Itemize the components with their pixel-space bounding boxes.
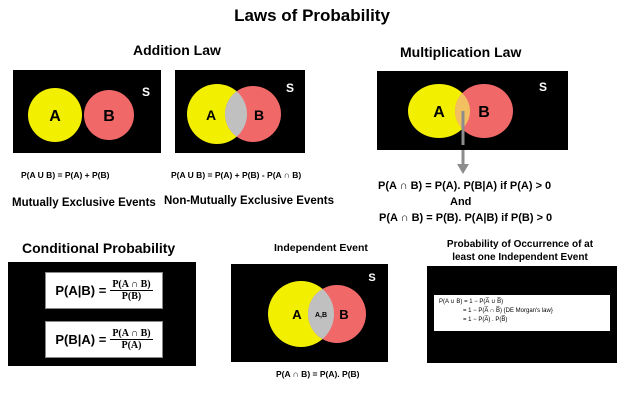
circle-b	[455, 84, 513, 138]
label-s: S	[539, 80, 547, 94]
conditional-probability-heading: Conditional Probability	[22, 240, 176, 256]
multiplication-and: And	[450, 196, 472, 208]
equation-lhs: P(A|B) =	[55, 283, 107, 298]
venn-independent-svg: A A,B B S	[268, 272, 376, 347]
numerator: P(A ∩ B)	[110, 279, 153, 291]
addition-law-heading: Addition Law	[133, 42, 221, 58]
venn-multiplication: A B S	[377, 71, 568, 150]
label-b: B	[478, 104, 490, 121]
page-title: Laws of Probability	[234, 6, 390, 25]
label-b: B	[254, 107, 264, 123]
label-ab: A,B	[315, 312, 327, 319]
occurrence-panel: P(A ∪ B) = 1 − P(A̅ ∪ B̅) = 1 − P(A̅ ∩ B…	[427, 266, 617, 363]
circle-a	[28, 88, 82, 142]
label-a: A	[206, 107, 216, 123]
venn-non-mutually-exclusive: A B S	[175, 70, 305, 153]
conditional-probability-panel: P(A|B) = P(A ∩ B) P(B) P(B|A) = P(A ∩ B)…	[8, 262, 196, 366]
denominator: P(B)	[121, 291, 142, 302]
label-b: B	[103, 108, 115, 125]
label-b: B	[339, 307, 348, 322]
addition-formula-non-exclusive: P(A U B) = P(A) + P(B) - P(A ∩ B)	[171, 170, 302, 180]
conditional-equation-1: P(A|B) = P(A ∩ B) P(B)	[45, 272, 163, 309]
fraction: P(A ∩ B) P(A)	[110, 328, 153, 351]
occurrence-heading-line-1: Probability of Occurrence of at	[446, 239, 594, 250]
occurrence-heading: Probability of Occurrence of at least on…	[422, 238, 618, 264]
independent-formula: P(A ∩ B) = P(A). P(B)	[276, 369, 360, 379]
arrow-down-icon	[457, 150, 469, 174]
venn-mutually-exclusive-svg: A B S	[28, 85, 150, 142]
label-a: A	[433, 104, 445, 121]
occurrence-proof: P(A ∪ B) = 1 − P(A̅ ∪ B̅) = 1 − P(A̅ ∩ B…	[434, 295, 610, 331]
label-s: S	[368, 272, 375, 284]
multiplication-law-heading: Multiplication Law	[400, 44, 522, 60]
intersection-region	[308, 285, 334, 343]
denominator: P(A)	[121, 340, 142, 351]
caption-non-mutually-exclusive: Non-Mutually Exclusive Events	[164, 195, 334, 207]
fraction: P(A ∩ B) P(B)	[110, 279, 153, 302]
venn-non-mutually-exclusive-svg: A B S	[187, 81, 294, 144]
label-a: A	[49, 108, 61, 125]
label-s: S	[286, 81, 294, 95]
multiplication-formula-2: P(A ∩ B) = P(B). P(A|B) if P(B) > 0	[379, 212, 553, 224]
proof-line-3: = 1 − P(A̅) . P(B̅)	[463, 317, 508, 323]
caption-mutually-exclusive: Mutually Exclusive Events	[12, 197, 156, 209]
intersection-region	[225, 86, 247, 142]
venn-multiplication-svg: A B S	[408, 80, 547, 145]
label-a: A	[292, 307, 302, 322]
circle-b	[84, 90, 134, 140]
occurrence-heading-line-2: least one Independent Event	[452, 252, 588, 263]
conditional-equation-2: P(B|A) = P(A ∩ B) P(A)	[45, 321, 163, 358]
independent-event-heading: Independent Event	[274, 242, 368, 254]
venn-independent: A A,B B S	[231, 264, 388, 362]
multiplication-formula-1: P(A ∩ B) = P(A). P(B|A) if P(A) > 0	[378, 180, 552, 192]
equation-lhs: P(B|A) =	[55, 332, 107, 347]
proof-line-2: = 1 − P(A̅ ∩ B̅) {DE Morgan's law}	[463, 308, 553, 314]
proof-line-1: P(A ∪ B) = 1 − P(A̅ ∪ B̅)	[439, 299, 504, 305]
venn-mutually-exclusive: A B S	[13, 70, 161, 153]
addition-formula-exclusive: P(A U B) = P(A) + P(B)	[21, 170, 110, 180]
label-s: S	[142, 85, 150, 99]
numerator: P(A ∩ B)	[110, 328, 153, 340]
circle-a	[408, 84, 470, 138]
